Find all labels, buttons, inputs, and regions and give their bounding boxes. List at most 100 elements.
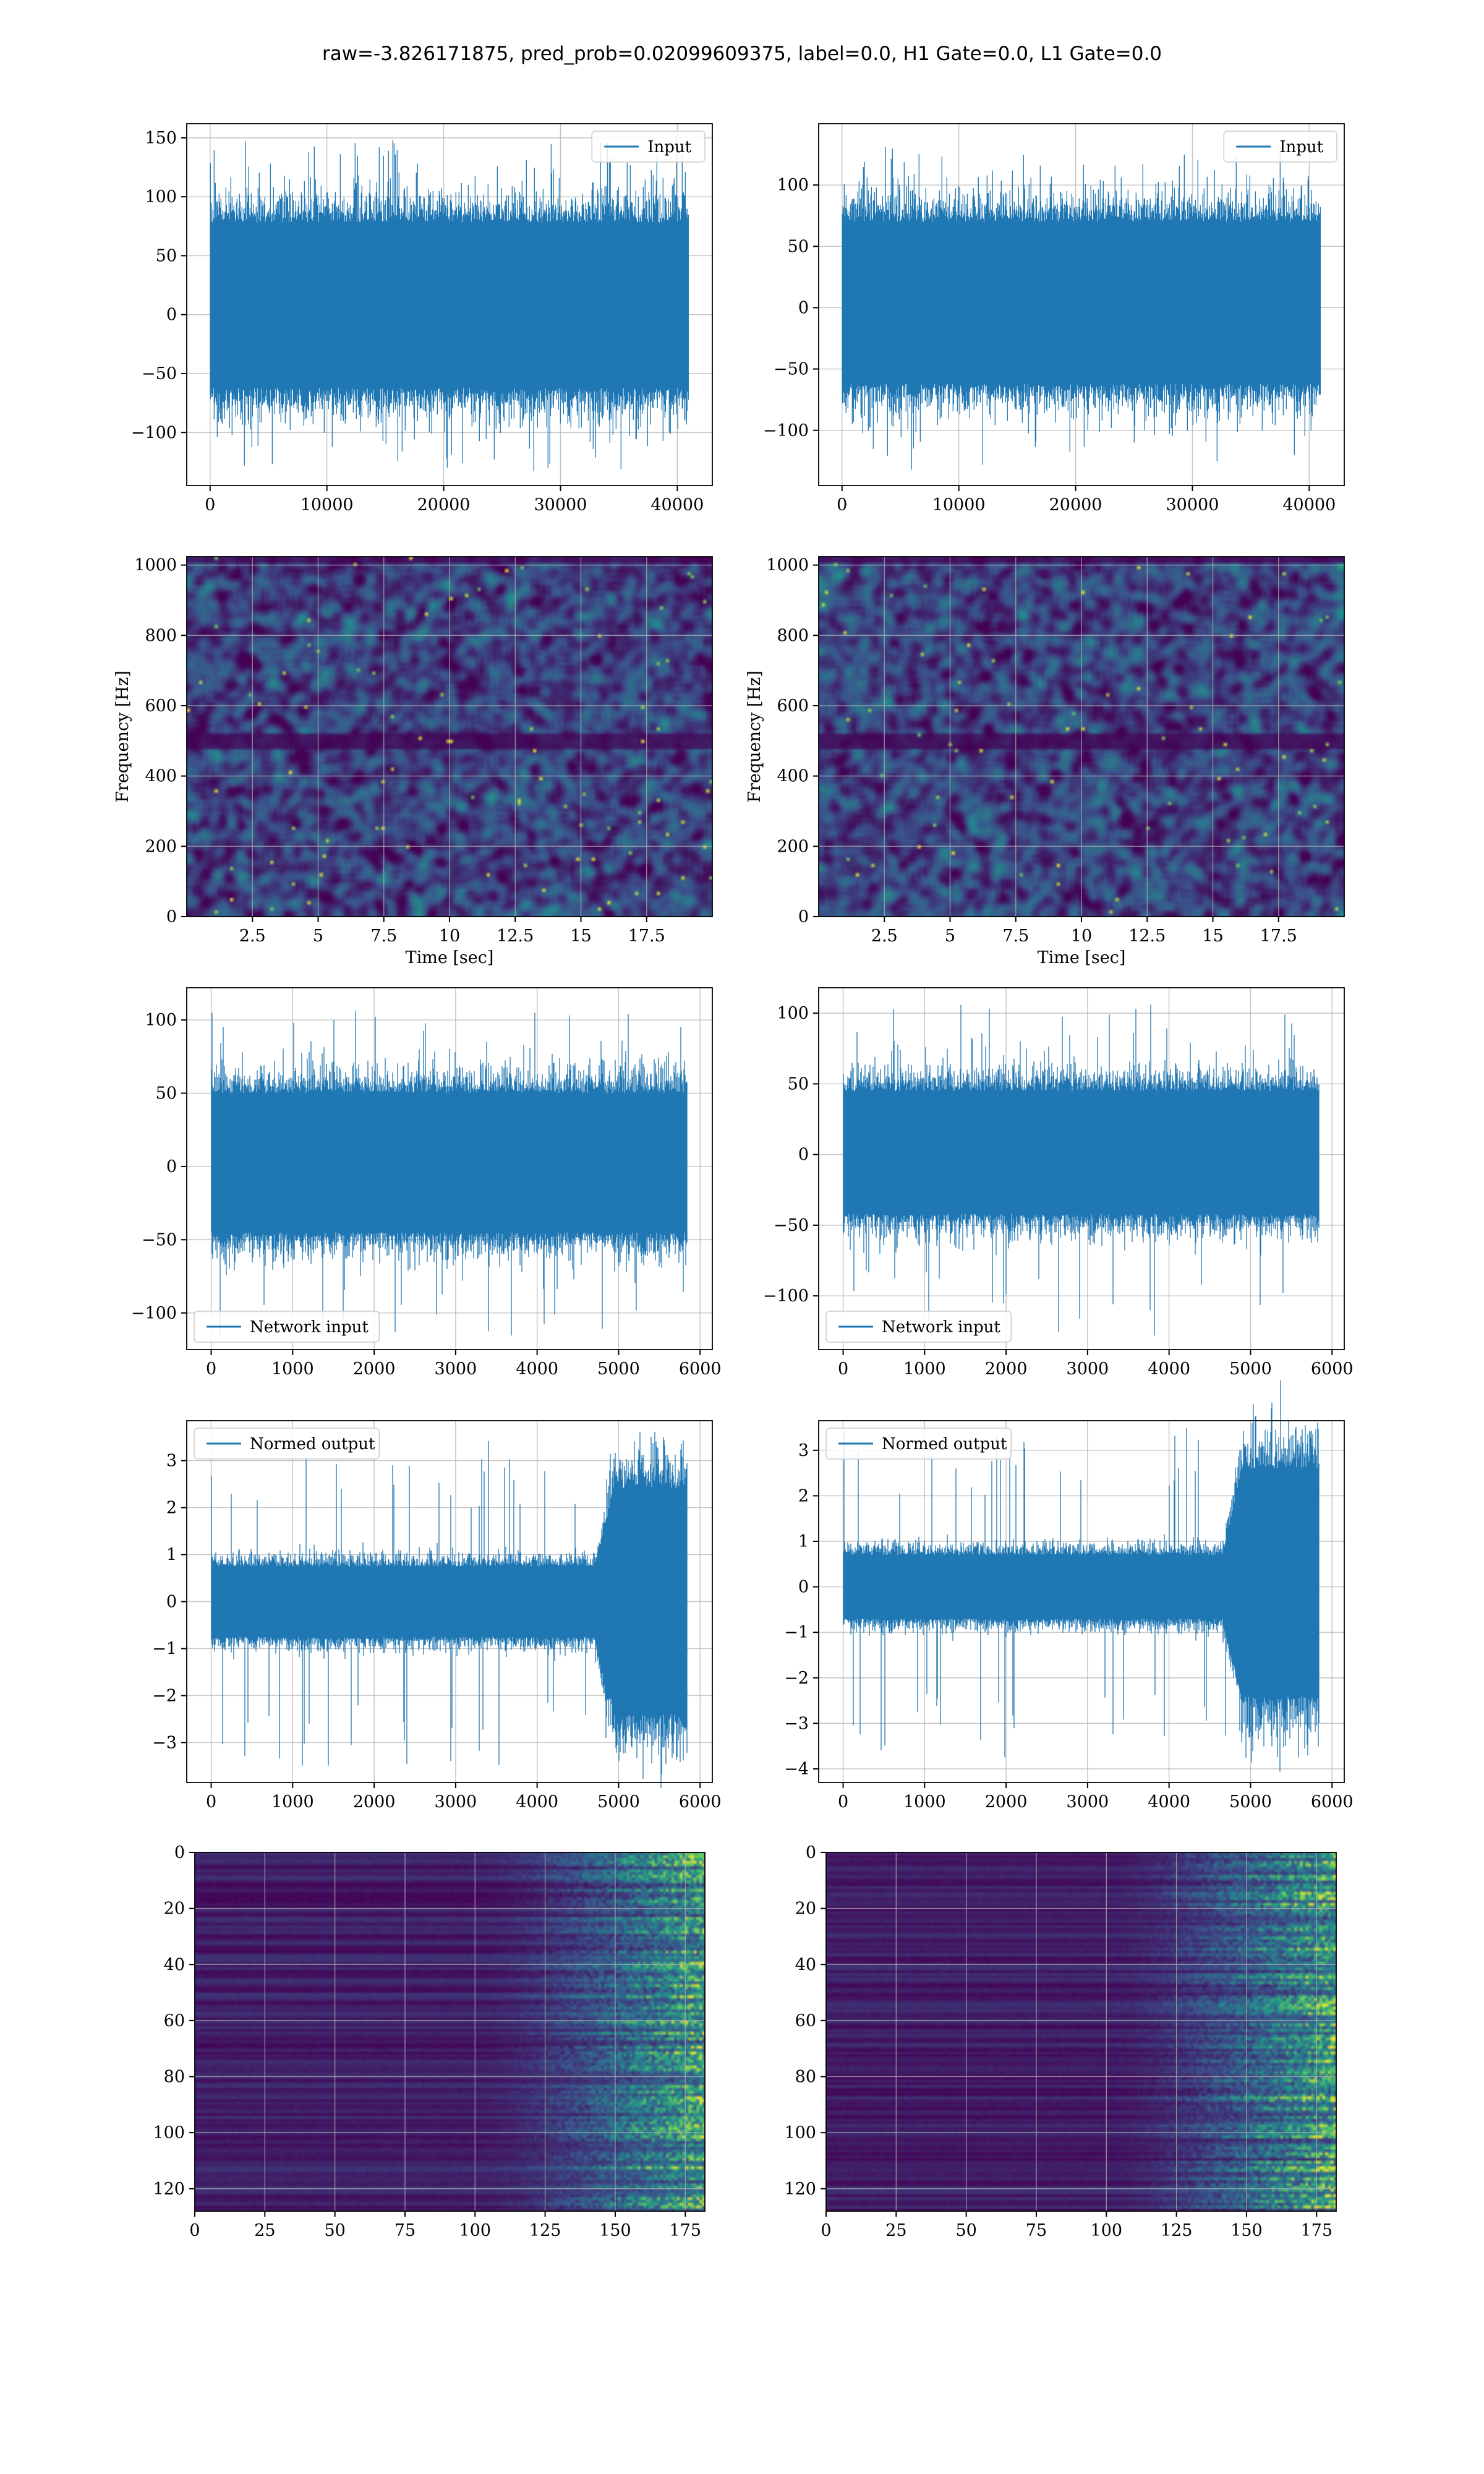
x-tick-label: 2000 <box>353 1792 396 1812</box>
axes-frame <box>818 123 1345 486</box>
x-tick-label: 4000 <box>516 1792 558 1812</box>
y-axis-label: Frequency [Hz] <box>113 670 132 802</box>
x-tick-label: 75 <box>1026 2221 1047 2240</box>
y-tick-label: −1 <box>152 1639 177 1658</box>
x-axis-label: Time [sec] <box>1038 948 1126 967</box>
axes-frame <box>186 123 713 486</box>
x-tick-label: 1000 <box>903 1359 946 1379</box>
legend-label: Network input <box>250 1318 369 1337</box>
y-tick-label: 50 <box>156 246 177 265</box>
x-tick-label: 50 <box>324 2221 345 2240</box>
axes-frame <box>818 987 1345 1350</box>
legend: Normed output <box>194 1427 380 1460</box>
y-tick-label: 400 <box>777 767 809 786</box>
y-tick-label: 50 <box>788 1074 809 1094</box>
chart-h1-network-input: 0 1000 2000 3000 4000 5000 6000 −100 −50 0 50 100 Ne… <box>131 987 722 1379</box>
ticks: 2.5 5 7.5 10 12.5 15 17.5 0 200 400 600 800 1000 Time… <box>113 556 665 967</box>
y-tick-label: 40 <box>164 1955 185 1974</box>
x-tick-label: 5000 <box>597 1792 640 1812</box>
y-tick-label: −50 <box>774 1216 809 1235</box>
legend: Input <box>1223 131 1337 163</box>
y-tick-label: 1000 <box>766 556 809 575</box>
y-tick-label: 100 <box>784 2123 816 2142</box>
x-tick-label: 5000 <box>597 1359 640 1379</box>
y-tick-label: 100 <box>145 1011 177 1030</box>
y-tick-label: 2 <box>166 1499 177 1518</box>
x-tick-label: 2.5 <box>239 927 266 946</box>
ticks: 0 1000 2000 3000 4000 5000 6000 −4 −3 −2 −1 0 1 2 3 <box>784 1441 1353 1812</box>
x-tick-label: 3000 <box>435 1359 477 1379</box>
axes-frame <box>818 1420 1345 1783</box>
y-tick-label: −3 <box>152 1733 177 1752</box>
grid-lines <box>187 557 712 917</box>
x-tick-label: 10 <box>1071 927 1092 946</box>
axes-frame <box>194 1852 706 2212</box>
series-line <box>211 1011 688 1337</box>
x-tick-label: 6000 <box>1311 1359 1354 1379</box>
y-tick-label: 0 <box>798 1145 809 1165</box>
x-tick-label: 6000 <box>1311 1792 1354 1812</box>
x-tick-label: 7.5 <box>1002 927 1029 946</box>
y-tick-label: −3 <box>784 1714 809 1733</box>
legend-label: Normed output <box>882 1435 1007 1453</box>
y-tick-label: 200 <box>777 837 809 856</box>
y-tick-label: 100 <box>145 187 177 207</box>
y-tick-label: 0 <box>166 1593 177 1612</box>
y-tick-label: −50 <box>142 364 177 383</box>
y-tick-label: 100 <box>153 2123 185 2142</box>
y-tick-label: 400 <box>145 767 177 786</box>
y-tick-label: 50 <box>156 1084 177 1103</box>
x-tick-label: 20000 <box>417 495 471 515</box>
y-tick-label: 0 <box>798 1578 809 1597</box>
x-tick-label: 1000 <box>271 1792 314 1812</box>
x-tick-label: 4000 <box>516 1359 558 1379</box>
y-tick-label: 0 <box>798 298 809 317</box>
x-tick-label: 100 <box>1091 2221 1123 2240</box>
y-tick-label: 120 <box>784 2180 816 2199</box>
x-tick-label: 6000 <box>679 1792 722 1812</box>
y-tick-label: −4 <box>784 1760 809 1779</box>
legend: Network input <box>194 1311 380 1343</box>
x-tick-label: 30000 <box>1166 495 1219 515</box>
y-tick-label: 0 <box>166 306 177 325</box>
x-tick-label: 3000 <box>435 1792 477 1812</box>
x-tick-label: 150 <box>599 2221 631 2240</box>
legend-label: Normed output <box>250 1435 375 1453</box>
y-tick-label: 600 <box>145 696 177 716</box>
y-tick-label: 1 <box>166 1546 177 1565</box>
y-tick-label: 50 <box>788 237 809 256</box>
y-tick-label: −2 <box>784 1669 809 1688</box>
y-tick-label: 20 <box>795 1899 816 1919</box>
feature-map-image <box>195 1852 705 2211</box>
x-tick-label: 17.5 <box>1260 927 1297 946</box>
x-tick-label: 2000 <box>985 1792 1028 1812</box>
legend-label: Input <box>1279 138 1323 156</box>
x-tick-label: 10 <box>439 927 460 946</box>
chart-h1-input: 0 10000 20000 30000 40000 −100 −50 0 50 100 150 Inp… <box>131 123 713 515</box>
x-tick-label: 40000 <box>1282 495 1336 515</box>
x-tick-label: 40000 <box>650 495 704 515</box>
x-tick-label: 175 <box>669 2221 701 2240</box>
y-tick-label: 0 <box>806 1843 816 1862</box>
y-tick-label: 800 <box>777 626 809 645</box>
y-tick-label: −2 <box>152 1686 177 1705</box>
y-tick-label: 0 <box>166 1157 177 1176</box>
x-tick-label: 150 <box>1230 2221 1263 2240</box>
x-tick-label: 10000 <box>301 495 354 515</box>
chart-l1-input: 0 10000 20000 30000 40000 −100 −50 0 50 100 Input <box>763 123 1345 515</box>
x-tick-label: 25 <box>254 2221 275 2240</box>
ticks: 0 25 50 75 100 125 150 175 0 20 40 60 80 100 120 <box>784 1843 1333 2240</box>
y-tick-label: 80 <box>164 2068 185 2087</box>
y-tick-label: 600 <box>777 696 809 716</box>
legend: Input <box>591 131 706 163</box>
x-tick-label: 1000 <box>271 1359 314 1379</box>
y-tick-label: −1 <box>784 1623 809 1642</box>
ticks: 0 1000 2000 3000 4000 5000 6000 −100 −50 0 50 100 <box>763 1004 1354 1379</box>
axes-frame <box>186 987 713 1350</box>
y-tick-label: 0 <box>174 1843 185 1862</box>
chart-l1-spectrogram: 2.5 5 7.5 10 12.5 15 17.5 0 200 400 600 800 1000 Time… <box>745 556 1345 967</box>
series-line <box>843 1380 1320 1772</box>
x-tick-label: 7.5 <box>370 927 397 946</box>
x-tick-label: 0 <box>838 1792 848 1812</box>
series-line <box>843 1004 1320 1336</box>
